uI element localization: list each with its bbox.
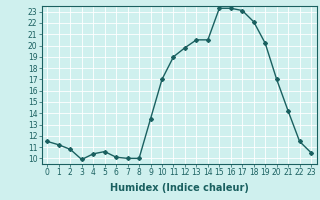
X-axis label: Humidex (Indice chaleur): Humidex (Indice chaleur) (110, 183, 249, 193)
